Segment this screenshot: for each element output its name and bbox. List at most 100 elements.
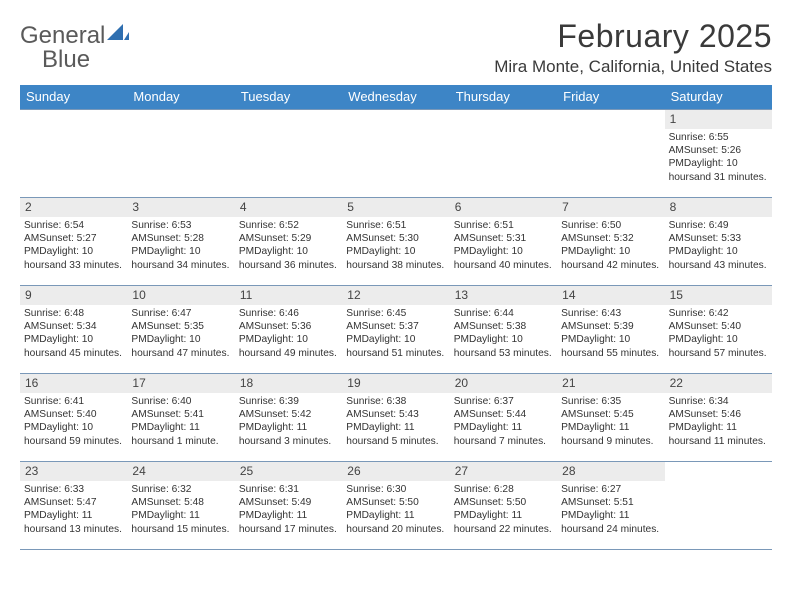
daylight-line-2: and 38 minutes. [372, 260, 445, 271]
day-body: Sunrise: 6:45 AMSunset: 5:37 PMDaylight:… [342, 305, 449, 362]
day-cell: 6Sunrise: 6:51 AMSunset: 5:31 PMDaylight… [450, 197, 557, 285]
day-cell: 11Sunrise: 6:46 AMSunset: 5:36 PMDayligh… [235, 285, 342, 373]
day-cell: 23Sunrise: 6:33 AMSunset: 5:47 PMDayligh… [20, 461, 127, 549]
daylight-line-2: and 59 minutes. [49, 436, 122, 447]
day-cell: 12Sunrise: 6:45 AMSunset: 5:37 PMDayligh… [342, 285, 449, 373]
daylight-line-2: and 47 minutes. [157, 348, 230, 359]
day-cell: 13Sunrise: 6:44 AMSunset: 5:38 PMDayligh… [450, 285, 557, 373]
day-body: Sunrise: 6:49 AMSunset: 5:33 PMDaylight:… [665, 217, 772, 274]
title-block: February 2025 Mira Monte, California, Un… [494, 18, 772, 77]
daylight-line-2: and 3 minutes. [264, 436, 331, 447]
day-number: 3 [127, 198, 234, 217]
day-body: Sunrise: 6:51 AMSunset: 5:30 PMDaylight:… [342, 217, 449, 274]
day-number: 25 [235, 462, 342, 481]
day-number: 5 [342, 198, 449, 217]
day-number: 6 [450, 198, 557, 217]
day-number: 20 [450, 374, 557, 393]
day-body: Sunrise: 6:27 AMSunset: 5:51 PMDaylight:… [557, 481, 664, 538]
calendar-grid: 1Sunrise: 6:55 AMSunset: 5:26 PMDaylight… [20, 109, 772, 550]
day-number: 26 [342, 462, 449, 481]
day-cell: 28Sunrise: 6:27 AMSunset: 5:51 PMDayligh… [557, 461, 664, 549]
weekday-header: Saturday [665, 85, 772, 109]
day-number: 28 [557, 462, 664, 481]
logo-text-block: General Blue [20, 24, 129, 72]
day-number: 14 [557, 286, 664, 305]
daylight-line-2: and 49 minutes. [264, 348, 337, 359]
day-number: 8 [665, 198, 772, 217]
day-body: Sunrise: 6:40 AMSunset: 5:41 PMDaylight:… [127, 393, 234, 450]
day-body: Sunrise: 6:38 AMSunset: 5:43 PMDaylight:… [342, 393, 449, 450]
daylight-line-2: and 31 minutes. [694, 172, 767, 183]
logo-word-blue: Blue [20, 46, 90, 73]
day-number: 15 [665, 286, 772, 305]
day-cell: 8Sunrise: 6:49 AMSunset: 5:33 PMDaylight… [665, 197, 772, 285]
day-body: Sunrise: 6:53 AMSunset: 5:28 PMDaylight:… [127, 217, 234, 274]
day-body: Sunrise: 6:33 AMSunset: 5:47 PMDaylight:… [20, 481, 127, 538]
bottom-rule [20, 549, 772, 550]
daylight-line-2: and 55 minutes. [587, 348, 660, 359]
day-cell: 9Sunrise: 6:48 AMSunset: 5:34 PMDaylight… [20, 285, 127, 373]
day-body: Sunrise: 6:46 AMSunset: 5:36 PMDaylight:… [235, 305, 342, 362]
day-number: 7 [557, 198, 664, 217]
day-number: 18 [235, 374, 342, 393]
weekday-header: Monday [127, 85, 234, 109]
day-body: Sunrise: 6:48 AMSunset: 5:34 PMDaylight:… [20, 305, 127, 362]
day-body: Sunrise: 6:44 AMSunset: 5:38 PMDaylight:… [450, 305, 557, 362]
header: General Blue February 2025 Mira Monte, C… [20, 18, 772, 77]
daylight-line-2: and 33 minutes. [49, 260, 122, 271]
day-number: 24 [127, 462, 234, 481]
day-body: Sunrise: 6:35 AMSunset: 5:45 PMDaylight:… [557, 393, 664, 450]
day-number: 22 [665, 374, 772, 393]
daylight-line-2: and 40 minutes. [479, 260, 552, 271]
day-number: 17 [127, 374, 234, 393]
daylight-line-2: and 15 minutes. [157, 524, 230, 535]
day-cell: 16Sunrise: 6:41 AMSunset: 5:40 PMDayligh… [20, 373, 127, 461]
day-body: Sunrise: 6:43 AMSunset: 5:39 PMDaylight:… [557, 305, 664, 362]
daylight-line-2: and 24 minutes. [587, 524, 660, 535]
day-cell [557, 109, 664, 197]
day-cell: 14Sunrise: 6:43 AMSunset: 5:39 PMDayligh… [557, 285, 664, 373]
day-body: Sunrise: 6:55 AMSunset: 5:26 PMDaylight:… [665, 129, 772, 186]
day-cell: 25Sunrise: 6:31 AMSunset: 5:49 PMDayligh… [235, 461, 342, 549]
day-cell: 27Sunrise: 6:28 AMSunset: 5:50 PMDayligh… [450, 461, 557, 549]
daylight-line-2: and 11 minutes. [694, 436, 766, 447]
day-cell: 15Sunrise: 6:42 AMSunset: 5:40 PMDayligh… [665, 285, 772, 373]
day-cell: 19Sunrise: 6:38 AMSunset: 5:43 PMDayligh… [342, 373, 449, 461]
day-number: 9 [20, 286, 127, 305]
weekday-header: Thursday [450, 85, 557, 109]
daylight-line-2: and 20 minutes. [372, 524, 445, 535]
location-subtitle: Mira Monte, California, United States [494, 57, 772, 77]
day-cell: 26Sunrise: 6:30 AMSunset: 5:50 PMDayligh… [342, 461, 449, 549]
daylight-line-2: and 9 minutes. [587, 436, 654, 447]
day-body: Sunrise: 6:42 AMSunset: 5:40 PMDaylight:… [665, 305, 772, 362]
day-number: 27 [450, 462, 557, 481]
day-cell: 10Sunrise: 6:47 AMSunset: 5:35 PMDayligh… [127, 285, 234, 373]
logo-sail-icon [107, 24, 129, 47]
day-number: 21 [557, 374, 664, 393]
day-cell: 21Sunrise: 6:35 AMSunset: 5:45 PMDayligh… [557, 373, 664, 461]
day-cell: 2Sunrise: 6:54 AMSunset: 5:27 PMDaylight… [20, 197, 127, 285]
day-body: Sunrise: 6:32 AMSunset: 5:48 PMDaylight:… [127, 481, 234, 538]
daylight-line-2: and 53 minutes. [479, 348, 552, 359]
day-body: Sunrise: 6:31 AMSunset: 5:49 PMDaylight:… [235, 481, 342, 538]
day-body: Sunrise: 6:39 AMSunset: 5:42 PMDaylight:… [235, 393, 342, 450]
calendar: Sunday Monday Tuesday Wednesday Thursday… [20, 85, 772, 550]
day-number: 4 [235, 198, 342, 217]
month-title: February 2025 [494, 18, 772, 55]
daylight-line-2: and 13 minutes. [49, 524, 122, 535]
day-body: Sunrise: 6:47 AMSunset: 5:35 PMDaylight:… [127, 305, 234, 362]
day-body: Sunrise: 6:37 AMSunset: 5:44 PMDaylight:… [450, 393, 557, 450]
day-cell [450, 109, 557, 197]
day-number: 23 [20, 462, 127, 481]
day-cell [342, 109, 449, 197]
day-number: 2 [20, 198, 127, 217]
daylight-line-2: and 45 minutes. [49, 348, 122, 359]
day-cell: 3Sunrise: 6:53 AMSunset: 5:28 PMDaylight… [127, 197, 234, 285]
day-cell: 22Sunrise: 6:34 AMSunset: 5:46 PMDayligh… [665, 373, 772, 461]
day-body: Sunrise: 6:50 AMSunset: 5:32 PMDaylight:… [557, 217, 664, 274]
weekday-header-row: Sunday Monday Tuesday Wednesday Thursday… [20, 85, 772, 109]
daylight-line-2: and 22 minutes. [479, 524, 552, 535]
weekday-header: Friday [557, 85, 664, 109]
daylight-line-2: and 43 minutes. [694, 260, 767, 271]
day-body: Sunrise: 6:41 AMSunset: 5:40 PMDaylight:… [20, 393, 127, 450]
